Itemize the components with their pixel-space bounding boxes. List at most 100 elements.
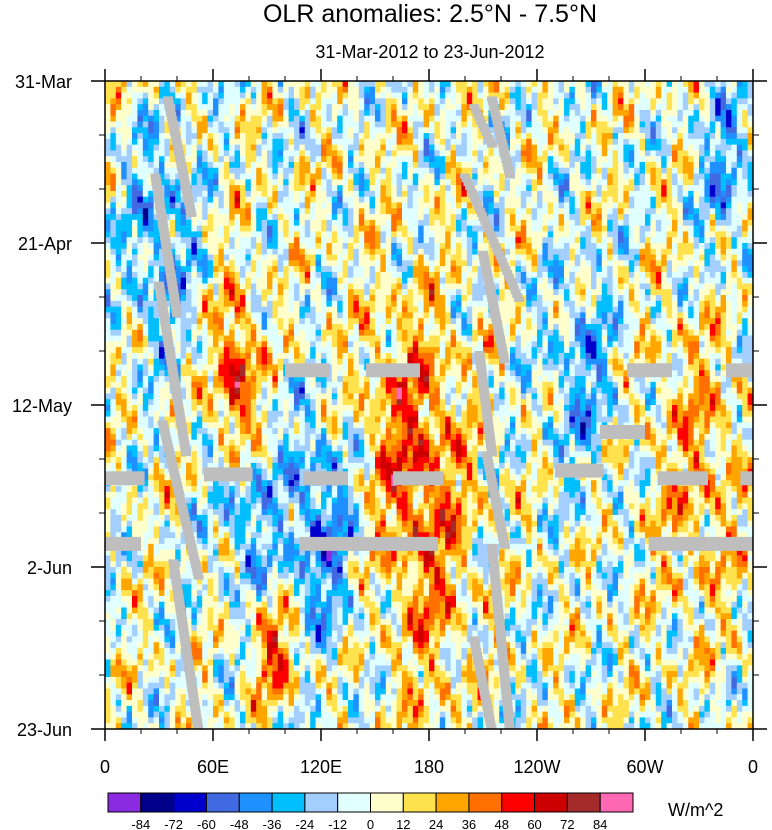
heat-cell: [385, 208, 392, 215]
heat-cell: [261, 214, 268, 221]
heat-cell: [537, 300, 543, 308]
heat-cell: [704, 271, 711, 279]
heat-cell: [650, 115, 657, 123]
heat-cell: [186, 312, 192, 319]
heat-cell: [196, 202, 203, 209]
heat-cell: [186, 133, 192, 140]
heat-cell: [315, 318, 322, 325]
heat-cell: [337, 144, 344, 152]
heat-cell: [142, 98, 149, 105]
heat-cell: [736, 202, 743, 209]
heat-cell: [137, 167, 144, 175]
heat-cell: [396, 173, 403, 180]
heat-cell: [699, 167, 705, 175]
heat-cell: [553, 127, 560, 134]
heat-cell: [288, 121, 295, 128]
heat-cell: [720, 243, 727, 250]
heat-cell: [655, 98, 662, 105]
heat-cell: [612, 179, 619, 186]
heat-cell: [348, 185, 354, 192]
heat-cell: [186, 260, 192, 267]
heat-cell: [142, 248, 149, 256]
heat-cell: [407, 196, 414, 204]
heat-cell: [213, 271, 219, 279]
heat-cell: [169, 202, 176, 209]
heat-cell: [234, 237, 241, 244]
heat-cell: [380, 179, 387, 186]
heat-cell: [634, 173, 641, 180]
heat-cell: [483, 115, 489, 123]
heat-cell: [736, 86, 743, 94]
heat-cell: [547, 150, 554, 157]
heat-cell: [294, 202, 300, 209]
heat-cell: [272, 277, 279, 285]
heat-cell: [731, 98, 738, 105]
heat-cell: [121, 318, 128, 325]
heat-cell: [510, 202, 516, 209]
heat-cell: [234, 185, 241, 192]
heat-cell: [639, 237, 646, 244]
heat-cell: [704, 266, 711, 273]
heat-cell: [234, 271, 241, 279]
heat-cell: [574, 104, 581, 111]
heat-cell: [175, 243, 182, 250]
heat-cell: [315, 115, 322, 123]
heat-cell: [353, 104, 360, 111]
heat-cell: [466, 219, 473, 227]
heat-cell: [542, 167, 549, 175]
heat-cell: [342, 167, 349, 175]
heat-cell: [585, 231, 592, 238]
heat-cell: [364, 150, 371, 157]
heat-cell: [715, 283, 722, 290]
heat-cell: [148, 277, 155, 285]
heat-cell: [380, 121, 387, 128]
heat-cell: [207, 289, 214, 296]
heat-cell: [699, 300, 705, 308]
heat-cell: [218, 81, 225, 88]
heat-cell: [709, 127, 716, 134]
heat-cell: [229, 248, 236, 256]
heat-cell: [445, 306, 452, 314]
heat-cell: [515, 81, 522, 88]
heat-cell: [682, 237, 689, 244]
heat-cell: [688, 202, 695, 209]
heat-cell: [639, 283, 646, 290]
heat-cell: [326, 138, 333, 146]
heat-cell: [153, 156, 160, 163]
heat-cell: [326, 144, 333, 152]
heat-cell: [353, 138, 360, 146]
heat-cell: [240, 167, 246, 175]
heat-cell: [202, 109, 209, 117]
heat-cell: [661, 243, 668, 250]
heat-cell: [272, 260, 279, 267]
heat-cell: [661, 312, 668, 319]
heat-cell: [688, 283, 695, 290]
heat-cell: [634, 277, 641, 285]
heat-cell: [218, 115, 225, 123]
heat-cell: [196, 173, 203, 180]
heat-cell: [175, 98, 182, 105]
heat-cell: [310, 225, 317, 233]
heat-cell: [510, 144, 516, 152]
heat-cell: [661, 121, 668, 128]
heat-cell: [564, 271, 570, 279]
heat-cell: [456, 121, 462, 128]
heat-cell: [385, 271, 392, 279]
heat-cell: [483, 306, 489, 314]
heat-cell: [688, 277, 695, 285]
heat-cell: [466, 115, 473, 123]
heat-cell: [461, 254, 468, 261]
heat-cell: [672, 248, 678, 256]
heat-cell: [353, 289, 360, 296]
heat-cell: [693, 162, 700, 169]
heat-cell: [747, 214, 753, 221]
heat-cell: [385, 115, 392, 123]
heat-cell: [412, 306, 419, 314]
heat-cell: [558, 248, 565, 256]
heat-cell: [105, 231, 111, 238]
heat-cell: [299, 254, 306, 261]
heat-cell: [175, 254, 182, 261]
heat-cell: [191, 150, 198, 157]
heat-cell: [132, 156, 138, 163]
heat-cell: [699, 162, 705, 169]
